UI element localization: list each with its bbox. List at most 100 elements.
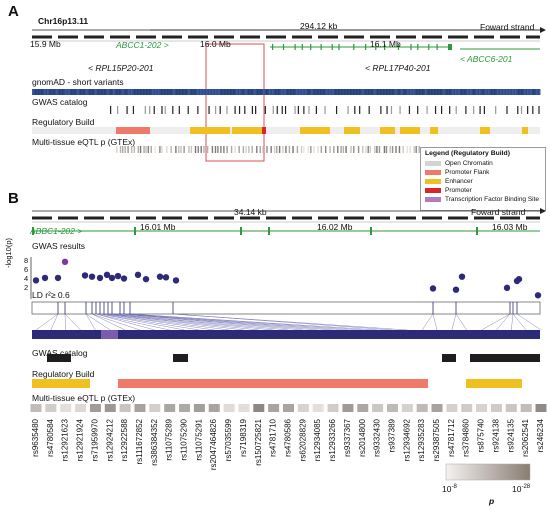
- gwas-tick: [517, 106, 519, 114]
- gwas-point: [134, 271, 142, 279]
- gwas-tick: [264, 106, 266, 114]
- variant-stripe: [266, 89, 268, 95]
- legend-label: Promoter Flank: [445, 169, 490, 176]
- variant-stripe: [197, 89, 199, 95]
- variant-stripe: [434, 89, 436, 95]
- gwas-point: [503, 284, 511, 292]
- gwas-tick: [368, 106, 370, 114]
- gwas-tick: [359, 106, 361, 114]
- variant-stripe: [260, 89, 262, 95]
- snp-label: rs12924212: [105, 418, 114, 461]
- variant-stripe: [494, 89, 496, 95]
- gwas-tick: [434, 106, 437, 114]
- gwas-tick: [144, 106, 146, 114]
- variant-stripe: [53, 89, 55, 95]
- ld-link: [64, 313, 66, 331]
- eqtl-tick: [223, 146, 225, 153]
- gwas-tick: [473, 106, 475, 114]
- variant-stripe: [146, 89, 148, 95]
- variant-stripe: [56, 89, 58, 95]
- mb-label: 16.0 Mb: [200, 39, 231, 49]
- gwas-tick: [208, 106, 210, 114]
- snp-label: rs2062541: [521, 418, 530, 456]
- p-scale-low: 10-8: [442, 484, 457, 494]
- snp-label: rs11075290: [180, 418, 189, 460]
- ld-threshold-label: LD r²≥ 0.6: [32, 290, 70, 300]
- variant-stripe: [458, 89, 460, 95]
- exon-mark: [282, 44, 285, 50]
- snp-label: rs246234: [536, 418, 545, 452]
- eqtl-tick: [161, 146, 163, 153]
- gwas-block: [442, 354, 456, 362]
- gwas-point: [172, 277, 180, 284]
- variant-stripe: [74, 89, 76, 95]
- variant-stripe: [419, 89, 421, 95]
- eqtl-tick: [288, 146, 291, 153]
- gene-rpl15p20-label[interactable]: < RPL15P20-201: [88, 63, 154, 73]
- exon-mark: [268, 227, 270, 235]
- gwas-block: [47, 354, 71, 362]
- exon-mark: [310, 44, 312, 50]
- gwas-point: [81, 272, 89, 279]
- variant-stripe: [233, 89, 235, 95]
- variant-stripe: [182, 89, 184, 95]
- variant-stripe: [425, 89, 427, 95]
- variant-stripe: [518, 89, 520, 95]
- ld-link: [107, 313, 244, 331]
- eqtl-tick: [220, 146, 222, 153]
- variant-stripe: [476, 89, 478, 95]
- variant-stripe: [263, 89, 265, 95]
- gwas-tick: [386, 106, 388, 114]
- variant-stripe: [155, 89, 157, 95]
- variant-stripe: [137, 89, 139, 95]
- variant-stripe: [140, 89, 142, 95]
- exon-mark: [331, 44, 333, 50]
- eqtl-cell: [416, 404, 428, 412]
- variant-stripe: [428, 89, 430, 95]
- exon-mark: [320, 44, 322, 50]
- eqtl-tick: [307, 146, 309, 153]
- variant-stripe: [110, 89, 112, 95]
- eqtl-cell: [89, 404, 101, 412]
- panel-b-tracks: rs9635480 rs4780584 rs12921623 rs12921924 rs…: [30, 208, 547, 481]
- gene-abcc6-label[interactable]: < ABCC6-201: [460, 54, 513, 64]
- variant-stripe: [248, 89, 250, 95]
- gwas-point: [534, 292, 542, 299]
- gwas-tick: [380, 106, 382, 114]
- variant-stripe: [536, 89, 538, 95]
- variant-stripe: [287, 89, 289, 95]
- eqtl-tick: [251, 146, 253, 153]
- eqtl-cell: [431, 404, 443, 412]
- ld-link: [99, 313, 200, 331]
- variant-stripe: [62, 89, 64, 95]
- variant-stripe: [44, 89, 46, 95]
- gwas-point: [452, 286, 460, 293]
- regulatory-segment: [430, 127, 438, 134]
- regulatory-segment: [344, 127, 360, 134]
- gwas-tick: [244, 106, 246, 114]
- ld-link: [111, 313, 289, 331]
- eqtl-cell: [164, 404, 176, 412]
- variant-stripe: [227, 89, 229, 95]
- eqtl-tick: [389, 146, 391, 153]
- variant-stripe: [440, 89, 442, 95]
- snp-label: rs12934085: [313, 418, 322, 461]
- gene-abcc1-label[interactable]: ABCC1-202 >: [116, 40, 169, 50]
- variant-stripe: [284, 89, 286, 95]
- gwas-block: [470, 354, 540, 362]
- variant-stripe: [512, 89, 514, 95]
- ld-link: [172, 313, 408, 331]
- eqtl-tick: [345, 146, 347, 153]
- eqtl-tick: [367, 146, 369, 153]
- eqtl-tick: [130, 146, 133, 153]
- variant-stripe: [257, 89, 259, 95]
- eqtl-tick: [238, 146, 240, 153]
- gwas-tick: [234, 106, 236, 114]
- variant-stripe: [128, 89, 130, 95]
- variant-stripe: [413, 89, 415, 95]
- gene-rpl17p40-label[interactable]: < RPL17P40-201: [365, 63, 431, 73]
- eqtl-tick: [133, 146, 136, 153]
- variant-stripe: [239, 89, 241, 95]
- eqtl-tick: [342, 146, 345, 153]
- variant-stripe: [326, 89, 328, 95]
